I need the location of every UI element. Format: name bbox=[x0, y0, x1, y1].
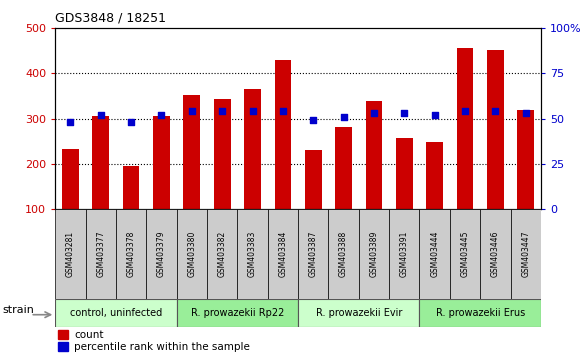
Point bbox=[127, 119, 136, 125]
Text: GSM403444: GSM403444 bbox=[430, 231, 439, 277]
Point bbox=[187, 109, 196, 114]
Bar bbox=[268, 209, 298, 299]
Bar bbox=[298, 209, 328, 299]
Bar bbox=[244, 89, 261, 209]
Point bbox=[460, 109, 469, 114]
Bar bbox=[238, 209, 268, 299]
Text: GSM403391: GSM403391 bbox=[400, 231, 409, 277]
Text: GSM403388: GSM403388 bbox=[339, 231, 348, 277]
Point bbox=[430, 112, 439, 118]
Bar bbox=[511, 209, 541, 299]
Text: count: count bbox=[74, 330, 103, 340]
Bar bbox=[177, 209, 207, 299]
Bar bbox=[123, 166, 139, 209]
Text: GSM403377: GSM403377 bbox=[96, 231, 105, 277]
Text: GSM403281: GSM403281 bbox=[66, 231, 75, 277]
Text: GSM403383: GSM403383 bbox=[248, 231, 257, 277]
Bar bbox=[116, 209, 146, 299]
Bar bbox=[177, 299, 298, 327]
Bar bbox=[487, 50, 504, 209]
Bar bbox=[58, 342, 69, 351]
Point bbox=[248, 109, 257, 114]
Text: R. prowazekii Rp22: R. prowazekii Rp22 bbox=[191, 308, 284, 318]
Text: GDS3848 / 18251: GDS3848 / 18251 bbox=[55, 12, 166, 25]
Text: R. prowazekii Evir: R. prowazekii Evir bbox=[315, 308, 402, 318]
Point bbox=[96, 112, 105, 118]
Bar bbox=[58, 330, 69, 339]
Bar bbox=[153, 116, 170, 209]
Point bbox=[157, 112, 166, 118]
Text: percentile rank within the sample: percentile rank within the sample bbox=[74, 342, 250, 352]
Point bbox=[491, 109, 500, 114]
Bar bbox=[146, 209, 177, 299]
Bar bbox=[55, 209, 85, 299]
Point bbox=[309, 118, 318, 123]
Point bbox=[339, 114, 348, 120]
Bar bbox=[55, 299, 177, 327]
Text: GSM403379: GSM403379 bbox=[157, 231, 166, 277]
Text: GSM403378: GSM403378 bbox=[127, 231, 135, 277]
Bar bbox=[328, 209, 359, 299]
Bar bbox=[85, 209, 116, 299]
Text: R. prowazekii Erus: R. prowazekii Erus bbox=[436, 308, 525, 318]
Bar bbox=[359, 209, 389, 299]
Bar bbox=[419, 209, 450, 299]
Text: GSM403382: GSM403382 bbox=[218, 231, 227, 277]
Bar bbox=[214, 99, 231, 209]
Bar bbox=[365, 102, 382, 209]
Text: control, uninfected: control, uninfected bbox=[70, 308, 162, 318]
Bar bbox=[305, 150, 321, 209]
Point bbox=[521, 110, 530, 116]
Bar bbox=[480, 209, 511, 299]
Bar bbox=[426, 142, 443, 209]
Text: strain: strain bbox=[3, 306, 35, 315]
Point bbox=[400, 110, 409, 116]
Text: GSM403380: GSM403380 bbox=[187, 231, 196, 277]
Bar bbox=[396, 138, 413, 209]
Bar bbox=[275, 60, 291, 209]
Bar bbox=[457, 48, 474, 209]
Point bbox=[217, 109, 227, 114]
Text: GSM403446: GSM403446 bbox=[491, 231, 500, 277]
Bar bbox=[450, 209, 480, 299]
Text: GSM403447: GSM403447 bbox=[521, 231, 530, 277]
Bar bbox=[207, 209, 238, 299]
Bar bbox=[298, 299, 419, 327]
Bar bbox=[419, 299, 541, 327]
Text: GSM403384: GSM403384 bbox=[278, 231, 288, 277]
Text: GSM403387: GSM403387 bbox=[309, 231, 318, 277]
Point bbox=[370, 110, 379, 116]
Bar bbox=[62, 149, 78, 209]
Bar bbox=[335, 127, 352, 209]
Text: GSM403389: GSM403389 bbox=[370, 231, 378, 277]
Bar bbox=[184, 95, 200, 209]
Bar bbox=[389, 209, 419, 299]
Bar bbox=[92, 116, 109, 209]
Point bbox=[66, 119, 75, 125]
Point bbox=[278, 109, 288, 114]
Text: GSM403445: GSM403445 bbox=[461, 231, 469, 277]
Bar bbox=[518, 110, 534, 209]
